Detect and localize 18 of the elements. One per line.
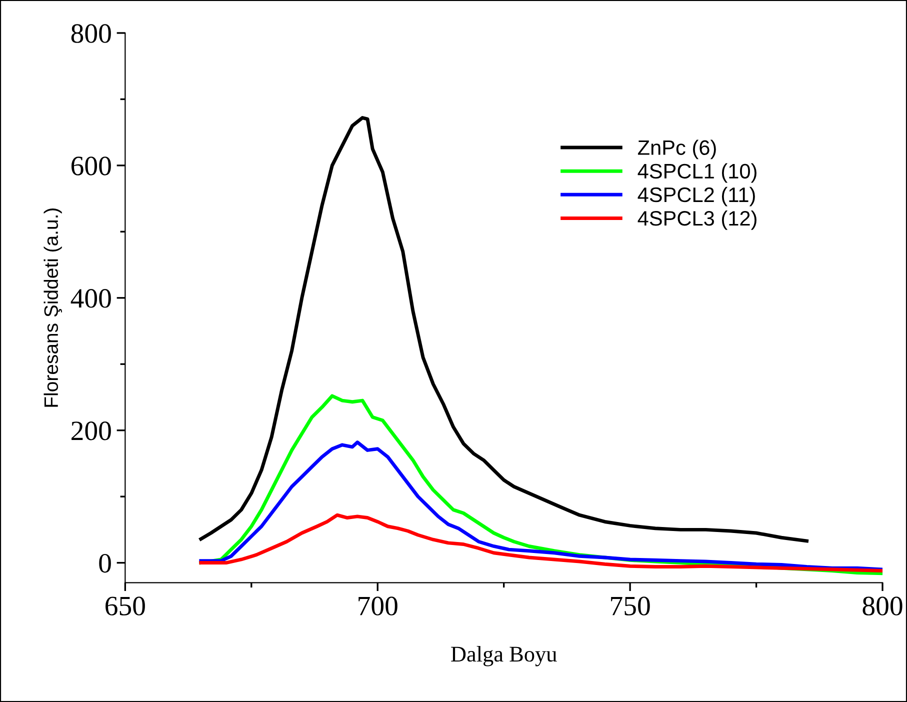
line-series — [199, 440, 883, 572]
y-tick-label: 800 — [71, 24, 111, 43]
y-tick-label: 200 — [72, 422, 111, 440]
y-tick-label: 0 — [99, 554, 111, 573]
legend-label: ZnPc (6) — [638, 140, 716, 160]
x-axis-title: Dalga Boyu — [451, 646, 557, 666]
line-series — [199, 116, 809, 543]
x-tick-label: 700 — [358, 596, 398, 616]
line-series — [199, 513, 883, 572]
y-axis-title: Floresans Şiddeti (a.u.) — [44, 208, 62, 407]
legend-label: 4SPCL2 (11) — [638, 186, 755, 206]
x-tick-label: 650 — [106, 596, 145, 616]
x-tick-label: 800 — [862, 596, 902, 616]
legend-label: 4SPCL1 (10) — [638, 163, 756, 183]
legend-label: 4SPCL3 (12) — [638, 210, 756, 230]
y-tick-label: 400 — [70, 289, 111, 308]
x-tick-label: 750 — [611, 596, 650, 616]
y-tick-label: 600 — [72, 156, 111, 176]
